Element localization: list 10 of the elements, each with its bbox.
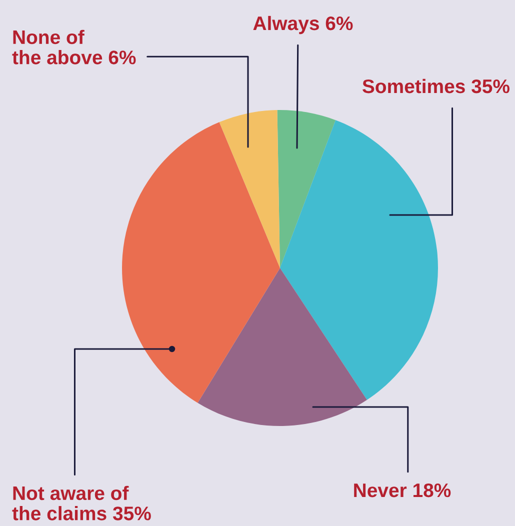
pie-slice bbox=[277, 110, 336, 268]
slice-label: None of the above 6% bbox=[12, 30, 136, 64]
slice-label: Sometimes 35% bbox=[362, 78, 510, 94]
pie-slice bbox=[219, 110, 280, 268]
slice-label: Not aware of the claims 35% bbox=[12, 486, 151, 520]
pie-slice bbox=[198, 268, 367, 426]
slice-label: Never 18% bbox=[354, 483, 451, 498]
pie-slice bbox=[280, 120, 438, 400]
pie-slice bbox=[122, 122, 280, 403]
slice-label: Always 6% bbox=[253, 16, 353, 34]
